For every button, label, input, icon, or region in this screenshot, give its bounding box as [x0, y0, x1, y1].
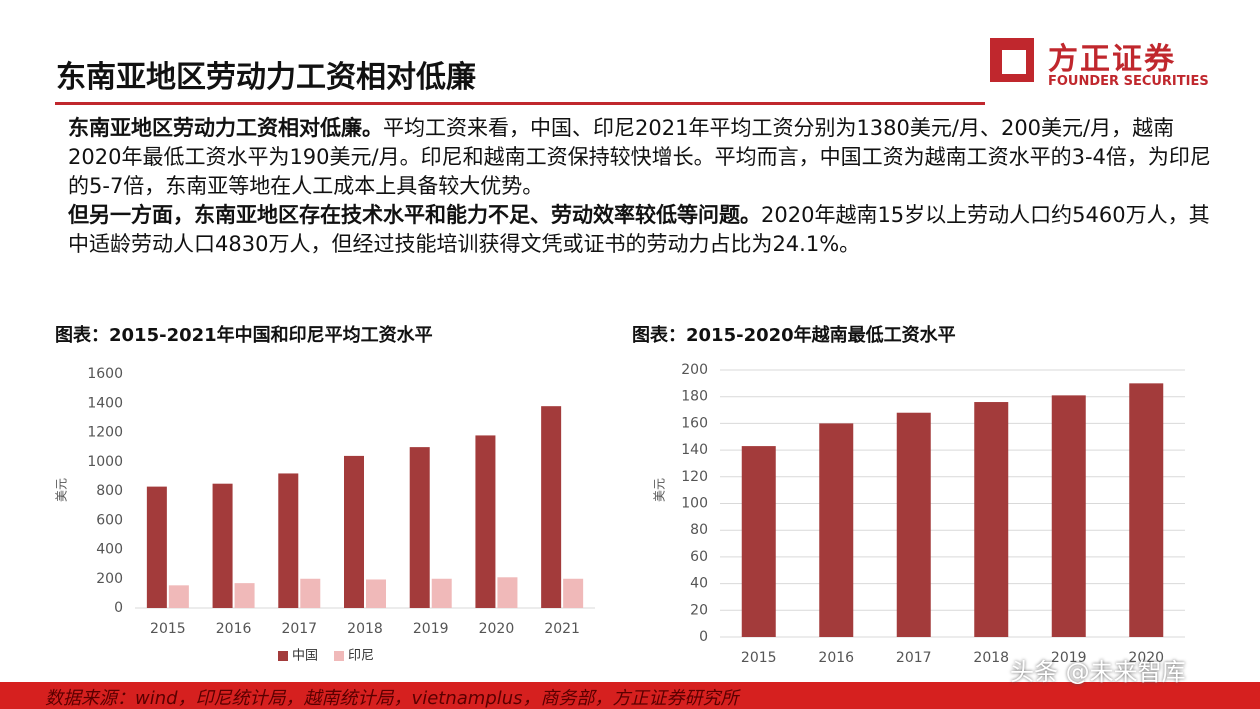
legend-label: 中国 — [292, 649, 318, 664]
y-tick-label: 140 — [681, 442, 708, 458]
x-tick-label: 2021 — [544, 621, 580, 637]
bar — [497, 577, 518, 608]
y-tick-label: 160 — [681, 415, 708, 431]
paragraph: 东南亚地区劳动力工资相对低廉。平均工资来看，中国、印尼2021年平均工资分别为1… — [68, 114, 1218, 201]
bar — [300, 578, 321, 608]
bar — [278, 473, 299, 608]
legend-label: 印尼 — [348, 649, 374, 664]
bar — [741, 446, 776, 637]
bar — [146, 486, 167, 608]
x-tick-label: 2015 — [150, 621, 186, 637]
source: 数据来源：wind，印尼统计局，越南统计局，vietnamplus，商务部，方正… — [45, 688, 739, 709]
footer-band — [0, 682, 1260, 709]
x-tick-label: 2017 — [281, 621, 317, 637]
chart-title: 图表：2015-2021年中国和印尼平均工资水平 — [55, 324, 433, 346]
x-tick-label: 2020 — [479, 621, 515, 637]
logo-cn: 方正证券 — [1048, 42, 1176, 77]
title-rule — [55, 102, 985, 105]
y-tick-label: 200 — [96, 571, 123, 587]
bar — [212, 483, 233, 608]
y-tick-label: 200 — [681, 362, 708, 378]
y-tick-label: 0 — [699, 629, 708, 645]
bar — [344, 455, 364, 608]
y-tick-label: 1200 — [87, 425, 123, 441]
slide-title: 东南亚地区劳动力工资相对低廉 — [56, 60, 476, 95]
x-tick-label: 2016 — [818, 650, 854, 666]
y-tick-label: 800 — [96, 483, 123, 499]
bold-lead: 东南亚地区劳动力工资相对低廉。 — [68, 116, 383, 140]
bar — [366, 579, 386, 608]
x-tick-label: 2020 — [1128, 650, 1164, 666]
x-tick-label: 2018 — [973, 650, 1009, 666]
bar — [1051, 395, 1086, 637]
y-axis-label: 美元 — [55, 478, 69, 502]
y-axis-label: 美元 — [653, 478, 667, 502]
bar — [168, 585, 189, 608]
bar — [234, 583, 255, 608]
bar — [563, 578, 584, 608]
y-tick-label: 40 — [690, 576, 708, 592]
chart-title: 图表：2015-2020年越南最低工资水平 — [632, 324, 956, 346]
y-tick-label: 120 — [681, 469, 708, 485]
paragraph-text: 2020年越南15岁以上劳动人口约5460万人，其中适龄劳动人口4830万人，但… — [68, 203, 1210, 256]
bar — [819, 423, 854, 637]
logo-icon-inner — [1002, 50, 1026, 74]
y-tick-label: 20 — [690, 602, 708, 618]
legend-swatch — [278, 651, 288, 661]
y-tick-label: 60 — [690, 549, 708, 565]
bold-lead: 但另一方面，东南亚地区存在技术水平和能力不足、劳动效率较低等问题。 — [68, 203, 761, 227]
x-tick-label: 2016 — [216, 621, 252, 637]
bar — [475, 435, 496, 608]
x-tick-label: 2017 — [896, 650, 932, 666]
x-tick-label: 2019 — [413, 621, 449, 637]
bar — [431, 578, 452, 608]
y-tick-label: 600 — [96, 512, 123, 528]
y-tick-label: 80 — [690, 522, 708, 538]
y-tick-label: 1600 — [87, 366, 123, 382]
y-tick-label: 1400 — [87, 395, 123, 411]
bar — [896, 412, 931, 637]
bar — [541, 406, 562, 608]
body-text: 东南亚地区劳动力工资相对低廉。平均工资来看，中国、印尼2021年平均工资分别为1… — [68, 114, 1218, 259]
x-tick-label: 2018 — [347, 621, 383, 637]
y-tick-label: 0 — [114, 600, 123, 616]
y-tick-label: 100 — [681, 496, 708, 512]
y-tick-label: 1000 — [87, 454, 123, 470]
x-tick-label: 2019 — [1051, 650, 1087, 666]
y-tick-label: 400 — [96, 542, 123, 558]
paragraph-text: 平均工资来看，中国、印尼2021年平均工资分别为1380美元/月、200美元/月… — [68, 116, 1211, 198]
bar — [1129, 383, 1164, 637]
paragraph: 但另一方面，东南亚地区存在技术水平和能力不足、劳动效率较低等问题。2020年越南… — [68, 201, 1218, 259]
bar — [974, 402, 1009, 637]
legend-swatch — [334, 651, 344, 661]
x-tick-label: 2015 — [741, 650, 777, 666]
y-tick-label: 180 — [681, 389, 708, 405]
bar — [409, 447, 430, 608]
logo-en: FOUNDER SECURITIES — [1048, 74, 1209, 89]
watermark: 头条 @未来智库 — [1010, 658, 1186, 686]
